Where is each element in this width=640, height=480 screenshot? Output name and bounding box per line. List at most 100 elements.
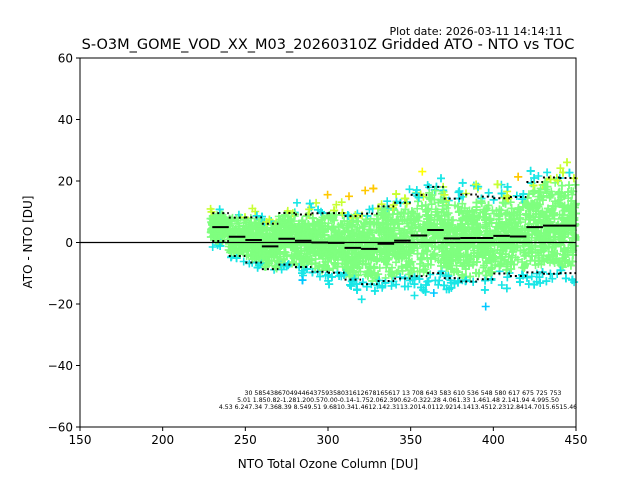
scatter-point [539,211,548,220]
scatter-point [556,164,565,173]
scatter-point [527,272,536,281]
scatter-point [401,205,410,214]
scatter-point [374,270,383,279]
scatter-point [409,264,418,273]
scatter-point [438,201,447,210]
scatter-point [548,274,557,283]
scatter-point [545,225,554,234]
scatter-point [514,204,523,212]
scatter-point [273,227,282,235]
scatter-point [370,286,379,295]
scatter-point [516,278,524,287]
scatter-point [251,207,260,216]
scatter-point [307,259,316,268]
scatter-point [423,277,432,286]
scatter-point [484,201,493,210]
scatter-point [516,246,525,255]
scatter-point [448,221,457,229]
scatter-point [421,287,430,296]
scatter-point [557,181,566,190]
scatter-point [454,208,463,216]
scatter-point [522,259,531,268]
scatter-point [534,259,543,268]
scatter-point [330,216,339,225]
scatter-point [360,229,369,238]
scatter-point [289,242,297,251]
scatter-point [530,280,539,289]
scatter-point [354,217,363,226]
scatter-point [453,202,462,211]
scatter-point [269,224,277,233]
scatter-point [565,181,573,190]
scatter-point [526,166,535,175]
scatter-point [207,207,216,216]
scatter-point [455,187,464,195]
scatter-point [328,212,337,221]
scatter-point [239,246,248,255]
scatter-point [418,167,427,176]
scatter-point [279,255,288,263]
scatter-point [482,224,491,233]
scatter-point [298,216,307,225]
scatter-point [534,172,543,180]
scatter-point [442,263,451,272]
scatter-point [305,205,314,214]
scatter-point [421,205,430,214]
scatter-point [561,274,570,283]
scatter-point [412,214,421,223]
scatter-point [216,241,225,250]
scatter-point [479,263,488,272]
scatter-point [512,237,521,246]
scatter-point [437,258,445,267]
scatter-point [497,281,506,289]
scatter-point [436,270,445,279]
scatter-point [459,251,468,260]
scatter-point [472,203,481,212]
scatter-point [550,258,559,266]
scatter-point [385,210,393,219]
scatter-point [402,262,411,271]
scatter-point [337,198,346,207]
scatter-point [361,186,370,195]
scatter-point [570,242,579,251]
scatter-point [398,266,407,275]
scatter-point [424,212,433,221]
scatter-point [386,267,395,276]
scatter-point [541,244,550,253]
scatter-point [230,225,239,234]
scatter-point [477,197,486,206]
scatter-point [330,226,339,235]
scatter-point [566,261,575,270]
scatter-point [389,245,398,254]
scatter-point [438,250,447,259]
scatter-point [387,281,396,290]
scatter-point [293,198,301,207]
scatter-point [462,189,470,198]
scatter-point [528,199,537,208]
scatter-point [323,190,332,199]
scatter-point [536,278,545,287]
scatter-point [527,248,536,257]
scatter-point [431,254,440,263]
scatter-point [413,204,422,213]
scatter-point [208,243,217,251]
scatter-point [346,262,355,271]
scatter-point [366,252,375,261]
scatter-point [262,226,271,235]
scatter-point [480,285,489,294]
scatter-point [447,283,456,292]
scatter-point [311,228,320,237]
scatter-point [507,244,516,253]
scatter-point [282,262,291,271]
scatter-point [388,203,397,212]
scatter-point [513,255,522,264]
scatter-point [531,216,539,224]
scatter-point [356,267,365,276]
scatter-point [258,212,266,221]
scatter-point [441,272,450,280]
scatter-point [564,188,573,197]
scatter-point [538,207,547,216]
scatter-point [438,242,447,251]
scatter-point [548,190,556,199]
scatter-point [534,202,543,211]
